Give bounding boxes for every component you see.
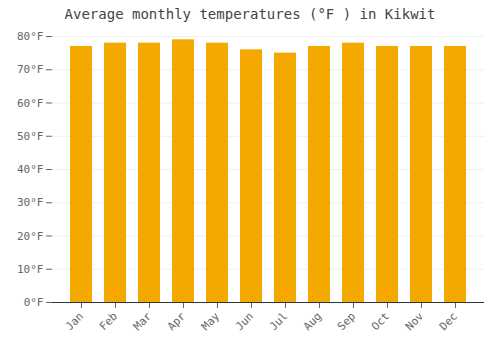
svg-text:Dec: Dec xyxy=(437,310,460,333)
svg-text:20°F: 20°F xyxy=(17,230,44,243)
svg-text:50°F: 50°F xyxy=(17,130,44,143)
html-text:Average monthly temperatures (: Average monthly temperatures (°F ) in Ki… xyxy=(64,6,436,22)
svg-text:Sep: Sep xyxy=(335,310,358,333)
svg-text:80°F: 80°F xyxy=(17,30,44,43)
svg-text:Feb: Feb xyxy=(97,310,120,333)
svg-text:0°F: 0°F xyxy=(24,296,44,309)
svg-text:Apr: Apr xyxy=(165,309,189,333)
svg-text:30°F: 30°F xyxy=(17,196,44,209)
svg-text:Mar: Mar xyxy=(131,309,155,333)
svg-text:10°F: 10°F xyxy=(17,263,44,276)
svg-text:70°F: 70°F xyxy=(17,63,44,76)
svg-text:Jun: Jun xyxy=(233,310,256,333)
svg-text:Nov: Nov xyxy=(403,309,427,333)
svg-text:40°F: 40°F xyxy=(17,163,44,176)
svg-text:60°F: 60°F xyxy=(17,97,44,110)
svg-text:Jul: Jul xyxy=(267,310,290,333)
svg-text:Oct: Oct xyxy=(369,310,392,333)
svg-text:Aug: Aug xyxy=(301,310,324,333)
svg-text:Jan: Jan xyxy=(63,310,86,333)
svg-text:May: May xyxy=(199,309,223,333)
